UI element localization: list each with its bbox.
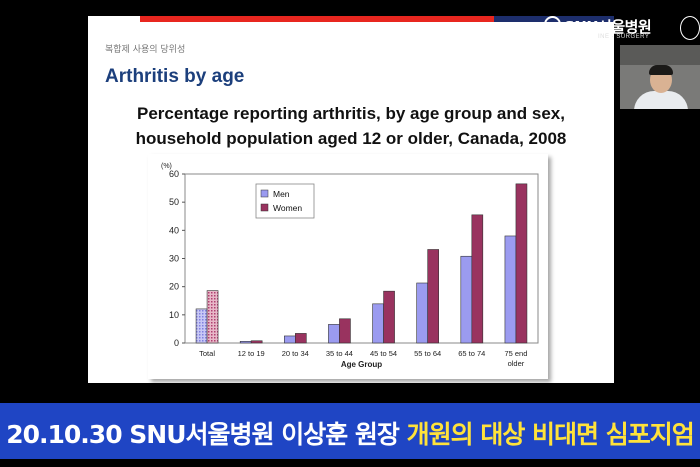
slide: 복합제 사용의 당위성 Arthritis by age Percentage … xyxy=(88,16,614,383)
bar-women xyxy=(206,290,219,344)
bar-chart: 0 10 20 30 40 50 60(%) Total 12 to 19 20 to 34 35 … xyxy=(161,163,539,369)
bar-men xyxy=(504,235,517,344)
y-tick-label: 10 xyxy=(169,310,179,320)
y-tick-label: 20 xyxy=(169,282,179,292)
subtitle-line-2: household population aged 12 or older, C… xyxy=(135,129,567,148)
chart-panel: 0 10 20 30 40 50 60 (%) Total 12 to 19 20 to 34 35 … xyxy=(148,154,548,379)
presenter-hair xyxy=(649,65,673,75)
y-tick-label: 0 xyxy=(174,338,179,348)
bar-men xyxy=(328,324,340,344)
x-tick-label: 45 to 54 xyxy=(370,349,397,358)
slide-subtitle: Percentage reporting arthritis, by age g… xyxy=(88,101,614,151)
presenter-body xyxy=(634,91,688,109)
caption-highlight: 개원의 대상 비대면 심포지엄 xyxy=(406,420,695,449)
slide-heading: Arthritis by age xyxy=(105,66,245,87)
bar-women xyxy=(515,183,528,344)
bar-women xyxy=(339,318,351,344)
x-tick-label: 20 to 34 xyxy=(282,349,309,358)
x-tick-label: 35 to 44 xyxy=(326,349,353,358)
y-tick-label: 30 xyxy=(169,254,179,264)
y-tick-label: 40 xyxy=(169,225,179,235)
logo-subtext: INE · SURGERY xyxy=(598,34,650,40)
bar-women xyxy=(427,249,439,344)
bar-women xyxy=(471,214,484,344)
bar-women xyxy=(295,333,307,344)
bar-men xyxy=(372,303,384,344)
y-tick-label: 50 xyxy=(169,197,179,207)
bar-women xyxy=(383,290,395,344)
emblem-icon xyxy=(680,16,700,40)
y-tick-label: 60 xyxy=(169,169,179,179)
caption-prefix: 20.10.30 SNU서울병원 이상훈 원장 xyxy=(6,420,407,449)
legend-box xyxy=(255,183,315,219)
x-tick-label: 75 end xyxy=(504,349,527,358)
subtitle-line-1: Percentage reporting arthritis, by age g… xyxy=(137,104,565,123)
bar-men xyxy=(195,308,208,344)
legend-label-men: Men xyxy=(273,189,290,199)
x-axis-label: Age Group xyxy=(341,360,382,369)
x-tick-label: 65 to 74 xyxy=(458,349,485,358)
x-tick-label: older xyxy=(508,359,525,368)
logo-name: SNU서울병원 xyxy=(564,18,652,36)
presenter-webcam xyxy=(620,45,700,109)
slide-top-red-bar xyxy=(140,16,494,22)
webcam-background xyxy=(620,45,700,65)
bar-men xyxy=(284,335,296,344)
logo-ring-icon xyxy=(544,16,561,33)
x-tick-label: 55 to 64 xyxy=(414,349,441,358)
breadcrumb: 복합제 사용의 당위성 xyxy=(105,45,186,55)
x-tick-label: Total xyxy=(199,349,215,358)
legend-swatch-men xyxy=(260,189,269,198)
legend-swatch-women xyxy=(260,203,269,212)
caption-banner: 20.10.30 SNU서울병원 이상훈 원장 개원의 대상 비대면 심포지엄 xyxy=(0,403,700,459)
legend-label-women: Women xyxy=(273,203,302,213)
y-axis-label: (%) xyxy=(161,163,172,170)
hospital-logo: SNU서울병원 INE · SURGERY xyxy=(540,14,700,44)
bar-men xyxy=(460,255,473,344)
caption-text: 20.10.30 SNU서울병원 이상훈 원장 개원의 대상 비대면 심포지엄 xyxy=(0,415,700,451)
bar-women xyxy=(250,340,263,344)
x-tick-label: 12 to 19 xyxy=(238,349,265,358)
plot-area xyxy=(184,173,539,344)
bar-men xyxy=(239,341,252,344)
bar-men xyxy=(416,282,428,344)
